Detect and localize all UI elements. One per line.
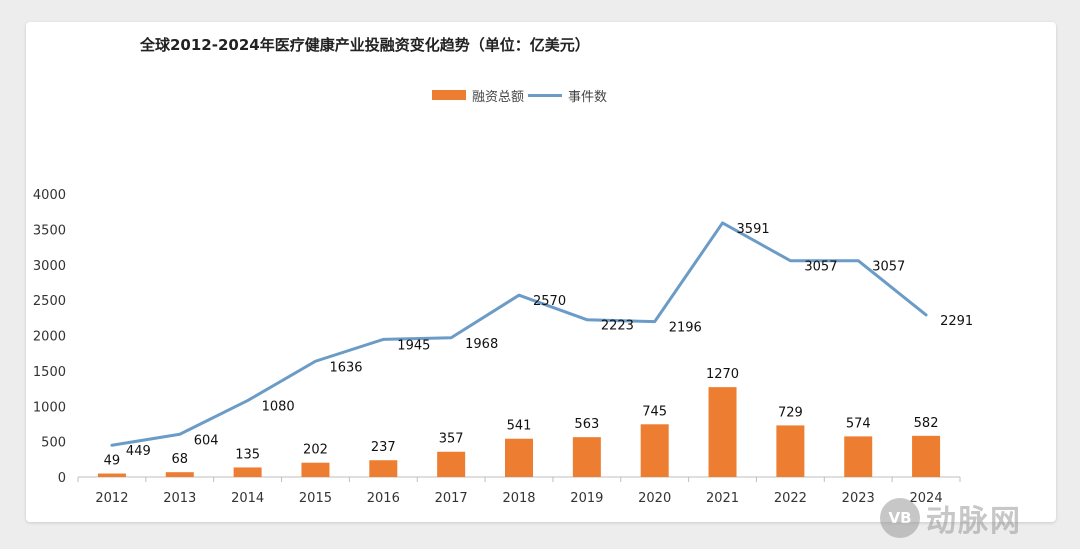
bar bbox=[165, 472, 194, 477]
bar-value-label: 1270 bbox=[706, 367, 739, 382]
x-tick-label: 2016 bbox=[367, 491, 400, 506]
chart-title: 全球2012-2024年医疗健康产业投融资变化趋势（单位：亿美元） bbox=[140, 36, 590, 54]
x-tick-label: 2023 bbox=[842, 491, 875, 506]
bar-value-label: 541 bbox=[507, 419, 532, 434]
x-tick-label: 2024 bbox=[910, 491, 943, 506]
line-value-label: 1968 bbox=[465, 337, 498, 352]
x-tick-label: 2021 bbox=[706, 491, 739, 506]
x-tick-label: 2018 bbox=[502, 491, 535, 506]
line-value-label: 1080 bbox=[262, 400, 295, 415]
legend-swatch-bar bbox=[432, 90, 466, 100]
x-tick-label: 2017 bbox=[435, 491, 468, 506]
y-tick-label: 3500 bbox=[33, 223, 66, 238]
bar-value-label: 729 bbox=[778, 405, 803, 420]
bar-value-label: 49 bbox=[104, 454, 121, 469]
bar-value-label: 582 bbox=[914, 416, 939, 431]
x-tick-label: 2019 bbox=[570, 491, 603, 506]
y-axis: 0 500 1000 1500 2000 2500 3000 3500 4000 bbox=[33, 188, 66, 486]
bar-value-label: 563 bbox=[574, 417, 599, 432]
x-tick-label: 2014 bbox=[231, 491, 264, 506]
line-value-label: 2291 bbox=[940, 314, 973, 329]
legend-label-line: 事件数 bbox=[568, 89, 608, 105]
line-series bbox=[110, 221, 928, 447]
bar bbox=[233, 467, 262, 477]
legend-swatch-line bbox=[528, 93, 563, 97]
watermark-logo-icon: VB bbox=[880, 498, 920, 538]
bar bbox=[776, 425, 805, 477]
x-tick-label: 2013 bbox=[163, 491, 196, 506]
line-value-label: 3057 bbox=[804, 260, 837, 275]
y-tick-label: 4000 bbox=[33, 188, 66, 203]
legend-label-bar: 融资总额 bbox=[472, 89, 525, 105]
line-value-label: 604 bbox=[194, 433, 219, 448]
bar-value-label: 68 bbox=[171, 452, 188, 467]
bar-value-label: 135 bbox=[235, 447, 260, 462]
chart-legend: 融资总额 事件数 bbox=[432, 86, 608, 105]
y-tick-label: 500 bbox=[41, 436, 66, 451]
x-tick-label: 2022 bbox=[774, 491, 807, 506]
line-value-label: 1945 bbox=[397, 338, 430, 353]
y-tick-label: 0 bbox=[58, 471, 66, 486]
y-tick-label: 1500 bbox=[33, 365, 66, 380]
line-value-label: 449 bbox=[126, 444, 151, 459]
bar-value-label: 202 bbox=[303, 443, 328, 458]
x-axis: 2012 2013 2014 2015 2016 2017 2018 2019 2020 2021… bbox=[77, 476, 961, 506]
x-tick-label: 2012 bbox=[95, 491, 128, 506]
bar bbox=[572, 437, 601, 477]
y-tick-label: 2500 bbox=[33, 294, 66, 309]
watermark: VB 动脉网 bbox=[880, 496, 1022, 540]
data-labels: 49 68 135 202 237 357 541 563 745 1270 729 574 582 44… bbox=[104, 222, 974, 469]
bar bbox=[640, 424, 669, 477]
line-value-label: 1636 bbox=[329, 360, 362, 375]
bar bbox=[505, 438, 533, 477]
bar-value-label: 745 bbox=[642, 404, 667, 419]
line-value-label: 2570 bbox=[533, 294, 566, 309]
bar-value-label: 237 bbox=[371, 440, 396, 455]
line-value-label: 2223 bbox=[601, 319, 634, 334]
bar bbox=[844, 436, 873, 477]
line-path bbox=[110, 221, 928, 447]
y-tick-label: 2000 bbox=[33, 330, 66, 345]
bar bbox=[301, 462, 330, 477]
line-value-label: 3591 bbox=[737, 222, 770, 237]
bar bbox=[97, 473, 126, 477]
bar bbox=[437, 451, 466, 477]
bar-value-label: 574 bbox=[846, 416, 871, 431]
chart-card bbox=[26, 22, 1056, 522]
x-tick-label: 2015 bbox=[299, 491, 332, 506]
bar bbox=[912, 435, 941, 477]
line-value-label: 3057 bbox=[872, 260, 905, 275]
bar-series bbox=[97, 387, 941, 477]
bar-value-label: 357 bbox=[439, 432, 464, 447]
y-tick-label: 1000 bbox=[33, 400, 66, 415]
y-tick-label: 3000 bbox=[33, 259, 66, 274]
x-tick-label: 2020 bbox=[638, 491, 671, 506]
bar bbox=[369, 460, 398, 477]
bar bbox=[708, 387, 737, 477]
line-value-label: 2196 bbox=[669, 321, 702, 336]
watermark-text: 动脉网 bbox=[926, 504, 1022, 539]
